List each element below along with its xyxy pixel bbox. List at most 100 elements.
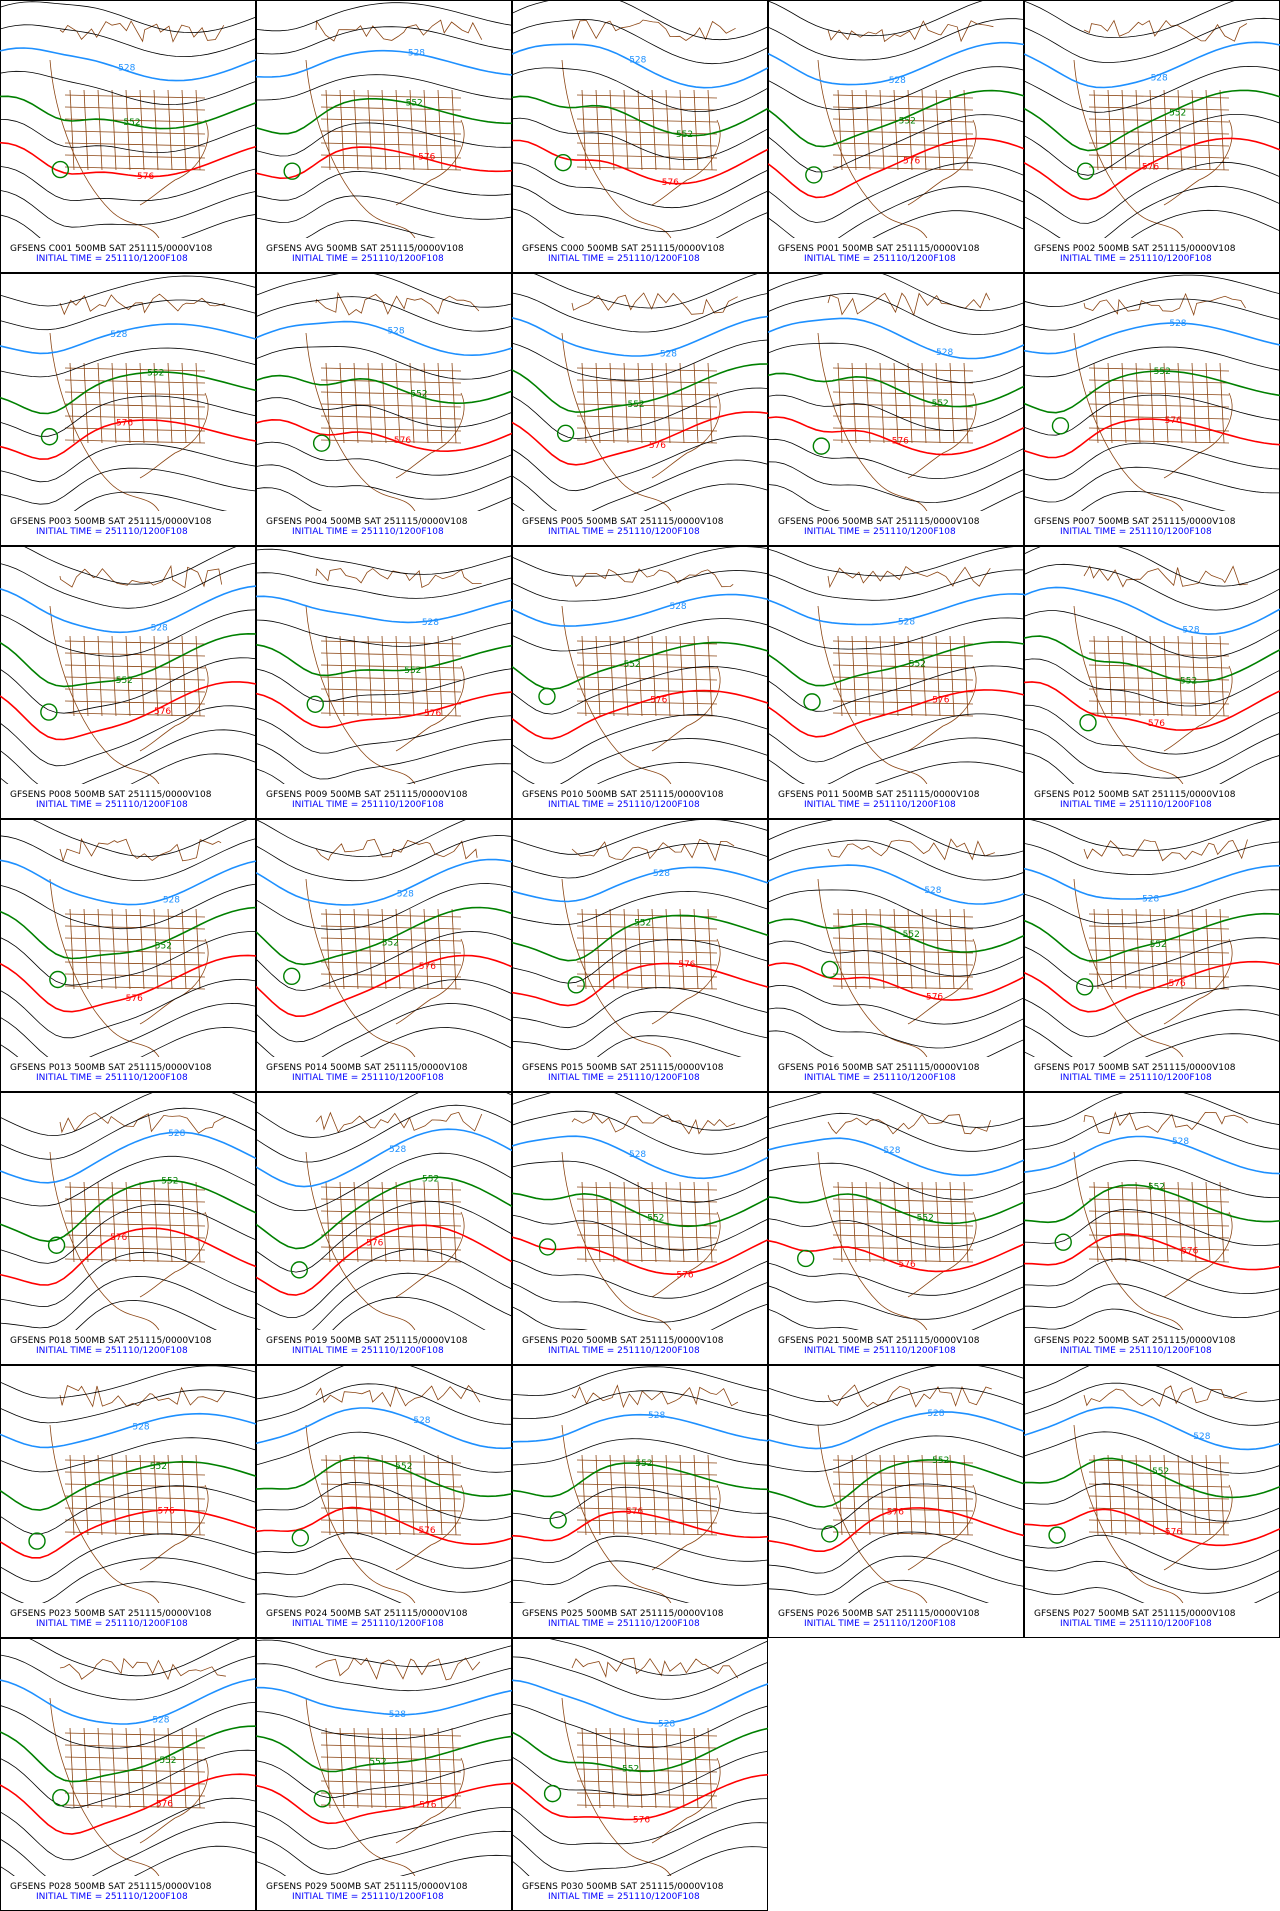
- coastline: [315, 1111, 483, 1133]
- state-line: [679, 362, 685, 444]
- state-line: [832, 106, 974, 111]
- contour-line: [1024, 728, 1280, 779]
- contour-label: 528: [883, 1146, 900, 1156]
- state-line: [320, 640, 462, 645]
- caption-bg: [257, 1876, 511, 1910]
- contour-line: [512, 1413, 768, 1443]
- state-line: [609, 908, 615, 990]
- contour-label: 576: [1169, 979, 1186, 989]
- state-line: [320, 985, 462, 990]
- contour-label: 552: [623, 660, 640, 670]
- state-line: [576, 415, 718, 420]
- coastline: [395, 1757, 465, 1844]
- low-center: [1076, 162, 1095, 180]
- map-panel: 528 552 576 GFSENS P022 500MB SAT 251115/00…: [1024, 1092, 1280, 1365]
- contour-line: [0, 562, 256, 609]
- state-line: [64, 1780, 206, 1785]
- coastline: [907, 665, 977, 752]
- low-center: [797, 1249, 815, 1268]
- contour-label: 552: [932, 399, 949, 409]
- contour-line: [256, 1782, 512, 1825]
- contour-line: [1024, 394, 1280, 436]
- state-line: [1088, 427, 1230, 432]
- panel-subtitle: INITIAL TIME = 251110/1200F108: [804, 254, 956, 264]
- state-line: [1205, 635, 1211, 717]
- panel-title: GFSENS P008 500MB SAT 251115/0000V108: [10, 790, 212, 800]
- coastline: [315, 838, 478, 861]
- coastline: [1073, 605, 1185, 787]
- state-line: [963, 89, 969, 171]
- contour-line: [512, 1535, 768, 1564]
- contour-line: [768, 162, 1024, 223]
- contour-line: [1024, 89, 1280, 152]
- coastlines: [49, 20, 225, 241]
- state-line: [576, 1186, 718, 1191]
- state-line: [832, 652, 974, 657]
- coastline: [1073, 1424, 1185, 1606]
- state-line: [64, 439, 206, 444]
- state-line: [1205, 89, 1211, 171]
- state-line: [181, 1727, 187, 1809]
- state-line: [949, 1454, 955, 1536]
- state-line: [1191, 908, 1197, 990]
- state-line: [1088, 154, 1230, 159]
- contour-line: [768, 641, 1024, 687]
- contour-line: [256, 296, 512, 332]
- state-line: [320, 142, 462, 147]
- contour-line: [768, 962, 1024, 1001]
- state-line: [1088, 415, 1230, 420]
- state-line: [1088, 1483, 1230, 1488]
- contour-line: [768, 1162, 1024, 1200]
- state-line: [64, 1258, 206, 1263]
- map-panel: 528 552 576 GFSENS P001 500MB SAT 251115/00…: [768, 0, 1024, 273]
- state-line: [832, 118, 974, 123]
- contour-line: [768, 617, 1024, 650]
- caption-bg: [1, 1330, 255, 1364]
- state-line: [451, 908, 457, 990]
- state-line: [320, 664, 462, 669]
- contour-line: [256, 619, 512, 647]
- contour-line: [30, 819, 251, 858]
- coastlines: [561, 838, 735, 1060]
- contour-label: 576: [650, 695, 667, 705]
- contour-line: [0, 395, 256, 437]
- contour-line: [0, 419, 256, 460]
- state-line: [83, 89, 89, 171]
- state-line: [64, 391, 206, 396]
- coastline: [395, 665, 465, 752]
- state-line: [195, 635, 201, 717]
- contour-line: [0, 1678, 256, 1725]
- coastlines: [305, 1384, 481, 1606]
- state-line: [1088, 118, 1230, 123]
- coastline: [139, 1484, 209, 1571]
- state-line: [64, 1732, 206, 1737]
- contour-line: [1024, 1283, 1280, 1319]
- state-line: [64, 367, 206, 372]
- coastline: [1163, 119, 1233, 206]
- state-line: [576, 106, 718, 111]
- caption-bg: [1025, 1330, 1279, 1364]
- coastline: [1073, 332, 1185, 514]
- low-center: [51, 160, 70, 179]
- contour-line: [768, 1239, 1024, 1273]
- contour-line: [512, 1560, 768, 1586]
- contour-line: [256, 1383, 512, 1425]
- state-line: [167, 1181, 173, 1263]
- contour-line: [256, 1639, 512, 1668]
- state-line: [837, 635, 843, 717]
- state-line: [353, 635, 359, 717]
- coastline: [1163, 938, 1233, 1025]
- state-line: [423, 1727, 429, 1809]
- caption-bg: [257, 1330, 511, 1364]
- state-line: [353, 362, 359, 444]
- map-panel: 528 552 576 GFSENS C001 500MB SAT 251115/00…: [0, 0, 256, 273]
- contour-line: [530, 273, 761, 309]
- state-line: [64, 1495, 206, 1500]
- state-line: [576, 1531, 718, 1536]
- panel-border: [768, 819, 1024, 1092]
- state-line: [451, 1454, 457, 1536]
- state-line: [832, 949, 974, 954]
- contour-label: 528: [408, 48, 425, 58]
- contour-line: [768, 1262, 1024, 1296]
- coastline: [827, 565, 991, 589]
